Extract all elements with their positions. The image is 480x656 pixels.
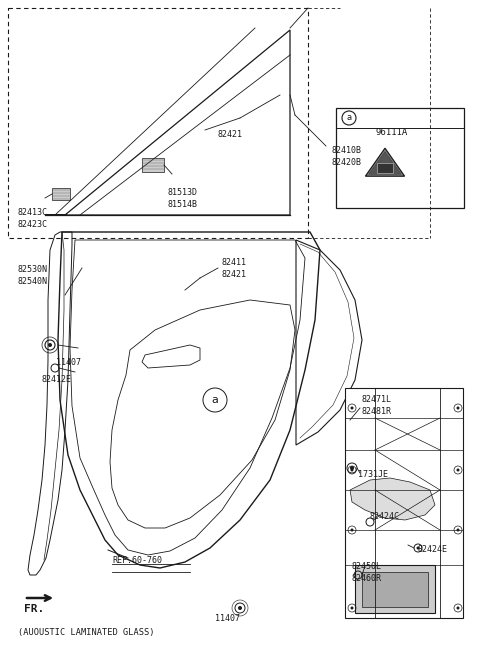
Bar bbox=[355, 565, 435, 613]
Text: 82411
82421: 82411 82421 bbox=[222, 258, 247, 279]
Bar bbox=[8, 8, 308, 238]
Text: 96111A: 96111A bbox=[376, 128, 408, 137]
Circle shape bbox=[456, 468, 459, 472]
Text: a: a bbox=[347, 113, 351, 123]
Text: 11407: 11407 bbox=[215, 614, 240, 623]
Polygon shape bbox=[365, 148, 405, 176]
Bar bbox=[362, 572, 428, 607]
Text: 81513D
81514B: 81513D 81514B bbox=[168, 188, 198, 209]
Text: 82471L
82481R: 82471L 82481R bbox=[362, 395, 392, 416]
Circle shape bbox=[350, 468, 353, 472]
Text: 82450L
82460R: 82450L 82460R bbox=[352, 562, 382, 583]
Bar bbox=[52, 188, 70, 200]
Bar bbox=[377, 163, 393, 173]
Circle shape bbox=[456, 407, 459, 409]
Text: 82413C
82423C: 82413C 82423C bbox=[18, 208, 48, 229]
Text: 82412E: 82412E bbox=[42, 375, 72, 384]
Text: 82410B
82420B: 82410B 82420B bbox=[332, 146, 362, 167]
Text: FR.: FR. bbox=[24, 604, 44, 614]
Circle shape bbox=[350, 466, 354, 470]
Text: a: a bbox=[212, 395, 218, 405]
Polygon shape bbox=[350, 478, 435, 520]
Text: 82424E: 82424E bbox=[418, 545, 448, 554]
Circle shape bbox=[456, 607, 459, 609]
Circle shape bbox=[417, 546, 420, 550]
Polygon shape bbox=[369, 152, 401, 174]
Circle shape bbox=[350, 529, 353, 531]
Text: 1731JE: 1731JE bbox=[358, 470, 388, 479]
Circle shape bbox=[456, 529, 459, 531]
Circle shape bbox=[350, 607, 353, 609]
Circle shape bbox=[238, 606, 242, 610]
Text: 82530N
82540N: 82530N 82540N bbox=[18, 265, 48, 286]
Text: SECURITY SYSTEM: SECURITY SYSTEM bbox=[369, 183, 401, 187]
Text: REF.60-760: REF.60-760 bbox=[112, 556, 162, 565]
Text: (AUOUSTIC LAMINATED GLASS): (AUOUSTIC LAMINATED GLASS) bbox=[18, 628, 155, 637]
Circle shape bbox=[350, 407, 353, 409]
Text: 82421: 82421 bbox=[218, 130, 243, 139]
Bar bbox=[336, 108, 464, 208]
Circle shape bbox=[48, 343, 52, 347]
Text: 82424C: 82424C bbox=[370, 512, 400, 521]
Bar bbox=[345, 388, 463, 618]
Text: 11407: 11407 bbox=[56, 358, 81, 367]
Bar bbox=[142, 158, 164, 172]
